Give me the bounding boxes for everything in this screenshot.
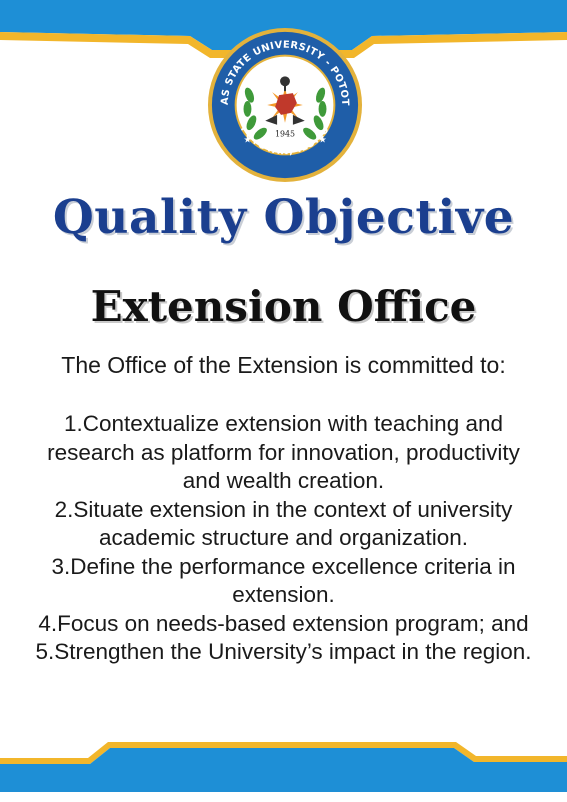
bottom-band [0, 742, 567, 792]
bottom-band-blue [0, 748, 567, 792]
top-band-gold [0, 32, 567, 58]
seal-star-right-icon: ★ [319, 135, 327, 145]
office-name: Extension Office [90, 282, 477, 331]
objective-item: 3.Define the performance excellence crit… [51, 553, 516, 608]
objective-item: 5.Strengthen the University’s impact in … [35, 639, 532, 664]
objective-item: 2.Situate extension in the context of un… [54, 496, 513, 551]
university-seal-logo: WEST VISAYAS STATE UNIVERSITY - POTOTAN … [206, 26, 363, 183]
objective-item: 4.Focus on needs-based extension program… [38, 610, 529, 636]
objective-list: 1.Contextualize extension with teaching … [28, 410, 539, 667]
top-band [0, 0, 567, 58]
top-band-blue [0, 0, 567, 50]
page-title: Quality Objective [52, 190, 515, 245]
objective-item: 1.Contextualize extension with teaching … [47, 411, 520, 493]
laurel-wreath-icon [243, 87, 327, 140]
bottom-band-gold [0, 742, 567, 764]
map-emblem-icon [275, 93, 297, 115]
seal-year: 1945 [275, 130, 295, 139]
intro-text: The Office of the Extension is committed… [61, 352, 506, 378]
seal-star-left-icon: ★ [244, 135, 252, 145]
